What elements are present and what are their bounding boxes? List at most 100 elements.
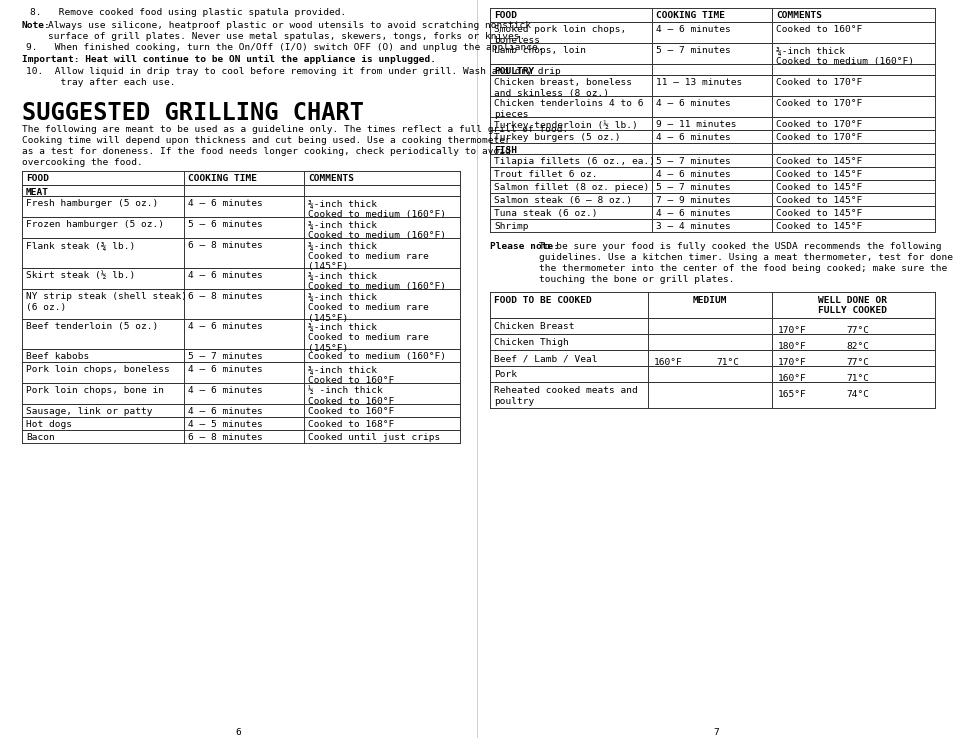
Text: 4 – 6 minutes: 4 – 6 minutes (656, 99, 730, 108)
Text: Beef tenderloin (5 oz.): Beef tenderloin (5 oz.) (26, 322, 158, 331)
Text: Cooked until just crips: Cooked until just crips (308, 433, 439, 442)
Text: MEAT: MEAT (26, 188, 49, 197)
Text: Cooked to 170°F: Cooked to 170°F (775, 133, 862, 142)
Text: 180°F: 180°F (778, 342, 806, 351)
Text: Cooked to 145°F: Cooked to 145°F (775, 196, 862, 205)
Text: Cooked to 145°F: Cooked to 145°F (775, 157, 862, 166)
Text: Skirt steak (½ lb.): Skirt steak (½ lb.) (26, 271, 135, 280)
Text: COMMENTS: COMMENTS (775, 11, 821, 20)
Text: 4 – 6 minutes: 4 – 6 minutes (656, 133, 730, 142)
Text: Turkey burgers (5 oz.): Turkey burgers (5 oz.) (494, 133, 619, 142)
Text: Always use silicone, heatproof plastic or wood utensils to avoid scratching nons: Always use silicone, heatproof plastic o… (48, 21, 531, 41)
Text: Cooked to 170°F: Cooked to 170°F (775, 99, 862, 108)
Text: Cooked to medium (160°F): Cooked to medium (160°F) (308, 352, 446, 361)
Text: 7: 7 (713, 728, 719, 737)
Text: Smoked pork loin chops,
boneless: Smoked pork loin chops, boneless (494, 25, 625, 45)
Text: Pork loin chops, boneless: Pork loin chops, boneless (26, 365, 170, 374)
Text: 7 – 9 minutes: 7 – 9 minutes (656, 196, 730, 205)
Text: Cooked to 168°F: Cooked to 168°F (308, 420, 394, 429)
Text: FISH: FISH (494, 146, 517, 155)
Text: NY strip steak (shell steak)
(6 oz.): NY strip steak (shell steak) (6 oz.) (26, 292, 187, 311)
Text: Note:: Note: (22, 21, 51, 30)
Text: ¾-inch thick
Cooked to medium rare
(145°F): ¾-inch thick Cooked to medium rare (145°… (308, 292, 428, 323)
Text: 6 – 8 minutes: 6 – 8 minutes (188, 241, 262, 250)
Text: Tilapia fillets (6 oz., ea.): Tilapia fillets (6 oz., ea.) (494, 157, 655, 166)
Text: Lamb chops, loin: Lamb chops, loin (494, 46, 585, 55)
Text: 6 – 8 minutes: 6 – 8 minutes (188, 433, 262, 442)
Text: Frozen hamburger (5 oz.): Frozen hamburger (5 oz.) (26, 220, 164, 229)
Text: 170°F: 170°F (778, 358, 806, 367)
Text: ¾-inch thick
Cooked to 160°F: ¾-inch thick Cooked to 160°F (308, 365, 394, 384)
Text: 4 – 6 minutes: 4 – 6 minutes (188, 365, 262, 374)
Text: 5 – 7 minutes: 5 – 7 minutes (656, 183, 730, 192)
Text: Reheated cooked meats and
poultry: Reheated cooked meats and poultry (494, 386, 638, 406)
Text: 4 – 6 minutes: 4 – 6 minutes (188, 271, 262, 280)
Text: 4 – 6 minutes: 4 – 6 minutes (188, 386, 262, 395)
Text: Chicken Breast: Chicken Breast (494, 322, 574, 331)
Text: To be sure your food is fully cooked the USDA recommends the following
guideline: To be sure your food is fully cooked the… (538, 242, 953, 284)
Text: Cooked to 145°F: Cooked to 145°F (775, 222, 862, 231)
Text: Fresh hamburger (5 oz.): Fresh hamburger (5 oz.) (26, 199, 158, 208)
Text: Chicken tenderloins 4 to 6
pieces: Chicken tenderloins 4 to 6 pieces (494, 99, 643, 119)
Text: ¾-inch thick
Cooked to medium rare
(145°F): ¾-inch thick Cooked to medium rare (145°… (308, 322, 428, 353)
Text: The following are meant to be used as a guideline only. The times reflect a full: The following are meant to be used as a … (22, 125, 568, 168)
Text: Bacon: Bacon (26, 433, 54, 442)
Text: Cooked to 145°F: Cooked to 145°F (775, 183, 862, 192)
Text: 82°C: 82°C (845, 342, 868, 351)
Text: 4 – 6 minutes: 4 – 6 minutes (656, 170, 730, 179)
Text: MEDIUM: MEDIUM (692, 296, 726, 305)
Text: ¾-inch thick
Cooked to medium (160°F): ¾-inch thick Cooked to medium (160°F) (308, 220, 446, 240)
Text: Shrimp: Shrimp (494, 222, 528, 231)
Text: Turkey tenderloin (½ lb.): Turkey tenderloin (½ lb.) (494, 120, 638, 130)
Text: WELL DONE OR
FULLY COOKED: WELL DONE OR FULLY COOKED (818, 296, 886, 315)
Text: ½ -inch thick
Cooked to 160°F: ½ -inch thick Cooked to 160°F (308, 386, 394, 406)
Text: 77°C: 77°C (845, 326, 868, 335)
Text: Trout fillet 6 oz.: Trout fillet 6 oz. (494, 170, 597, 179)
Text: 165°F: 165°F (778, 390, 806, 399)
Text: ¾-inch thick
Cooked to medium (160°F): ¾-inch thick Cooked to medium (160°F) (308, 271, 446, 291)
Text: 6: 6 (234, 728, 240, 737)
Text: Pork loin chops, bone in: Pork loin chops, bone in (26, 386, 164, 395)
Text: Salmon steak (6 – 8 oz.): Salmon steak (6 – 8 oz.) (494, 196, 631, 205)
Text: ¾-inch thick
Cooked to medium (160°F): ¾-inch thick Cooked to medium (160°F) (775, 46, 913, 66)
Text: 8.   Remove cooked food using plastic spatula provided.: 8. Remove cooked food using plastic spat… (30, 8, 346, 17)
Text: Sausage, link or patty: Sausage, link or patty (26, 407, 152, 416)
Text: 4 – 6 minutes: 4 – 6 minutes (188, 407, 262, 416)
Text: Cooked to 170°F: Cooked to 170°F (775, 78, 862, 87)
Text: Beef / Lamb / Veal: Beef / Lamb / Veal (494, 354, 597, 363)
Text: FOOD: FOOD (494, 11, 517, 20)
Text: Flank steak (¾ lb.): Flank steak (¾ lb.) (26, 241, 135, 250)
Text: 5 – 7 minutes: 5 – 7 minutes (656, 46, 730, 55)
Text: Chicken Thigh: Chicken Thigh (494, 338, 568, 347)
Text: FOOD TO BE COOKED: FOOD TO BE COOKED (494, 296, 591, 305)
Text: FOOD: FOOD (26, 174, 49, 183)
Text: COOKING TIME: COOKING TIME (656, 11, 724, 20)
Text: 10.  Allow liquid in drip tray to cool before removing it from under grill. Wash: 10. Allow liquid in drip tray to cool be… (26, 67, 560, 87)
Text: 5 – 7 minutes: 5 – 7 minutes (656, 157, 730, 166)
Text: 9.   When finished cooking, turn the On/Off (I/O) switch OFF (O) and unplug the : 9. When finished cooking, turn the On/Of… (26, 43, 543, 52)
Text: 11 – 13 minutes: 11 – 13 minutes (656, 78, 741, 87)
Text: Cooked to 160°F: Cooked to 160°F (775, 25, 862, 34)
Text: Hot dogs: Hot dogs (26, 420, 71, 429)
Text: 77°C: 77°C (845, 358, 868, 367)
Text: Cooked to 160°F: Cooked to 160°F (308, 407, 394, 416)
Text: Please note:: Please note: (490, 242, 558, 251)
Text: 4 – 6 minutes: 4 – 6 minutes (656, 209, 730, 218)
Text: 4 – 6 minutes: 4 – 6 minutes (656, 25, 730, 34)
Text: 4 – 5 minutes: 4 – 5 minutes (188, 420, 262, 429)
Text: ¾-inch thick
Cooked to medium (160°F): ¾-inch thick Cooked to medium (160°F) (308, 199, 446, 218)
Text: SUGGESTED GRILLING CHART: SUGGESTED GRILLING CHART (22, 101, 364, 125)
Text: 9 – 11 minutes: 9 – 11 minutes (656, 120, 736, 129)
Text: 5 – 7 minutes: 5 – 7 minutes (188, 352, 262, 361)
Text: ¾-inch thick
Cooked to medium rare
(145°F): ¾-inch thick Cooked to medium rare (145°… (308, 241, 428, 272)
Text: 4 – 6 minutes: 4 – 6 minutes (188, 322, 262, 331)
Text: 71°C: 71°C (845, 374, 868, 383)
Text: 74°C: 74°C (845, 390, 868, 399)
Text: Chicken breast, boneless
and skinless (8 oz.): Chicken breast, boneless and skinless (8… (494, 78, 631, 97)
Text: Tuna steak (6 oz.): Tuna steak (6 oz.) (494, 209, 597, 218)
Text: COOKING TIME: COOKING TIME (188, 174, 256, 183)
Text: Beef kabobs: Beef kabobs (26, 352, 90, 361)
Text: Cooked to 145°F: Cooked to 145°F (775, 170, 862, 179)
Text: 4 – 6 minutes: 4 – 6 minutes (188, 199, 262, 208)
Text: Cooked to 145°F: Cooked to 145°F (775, 209, 862, 218)
